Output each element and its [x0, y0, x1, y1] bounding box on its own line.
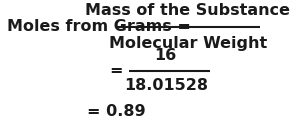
Text: = 0.89: = 0.89	[87, 104, 146, 119]
Text: Molecular Weight: Molecular Weight	[109, 36, 267, 51]
Text: Mass of the Substance: Mass of the Substance	[85, 3, 290, 18]
Text: Moles from Grams =: Moles from Grams =	[7, 19, 196, 34]
Text: 18.01528: 18.01528	[124, 78, 208, 93]
Text: =: =	[110, 63, 123, 78]
Text: 16: 16	[155, 48, 177, 63]
